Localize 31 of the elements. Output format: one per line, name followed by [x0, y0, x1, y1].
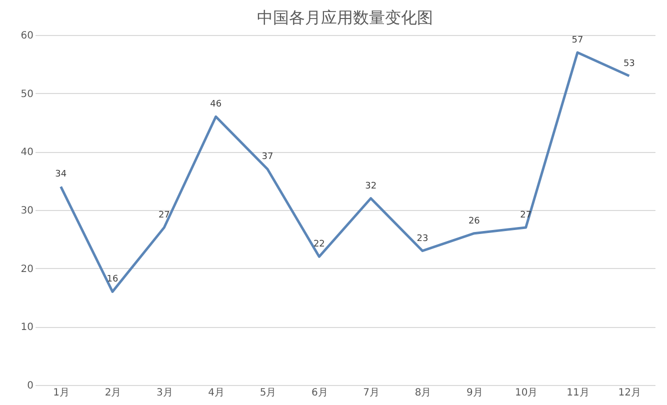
x-tick-label: 11月 — [566, 388, 590, 398]
data-label: 57 — [572, 36, 584, 46]
x-tick-label: 12月 — [618, 388, 642, 398]
data-label: 53 — [623, 58, 635, 69]
data-label: 34 — [55, 170, 67, 180]
x-tick-label: 9月 — [466, 388, 483, 398]
y-tick-label: 20 — [20, 264, 34, 275]
y-tick-label: 30 — [20, 206, 34, 216]
data-label: 37 — [262, 152, 274, 162]
data-label: 27 — [158, 210, 170, 220]
x-tick-label: 5月 — [260, 388, 276, 398]
chart-title: 中国各月应用数量变化图 — [257, 8, 433, 27]
x-tick-label: 10月 — [514, 388, 538, 398]
x-tick-label: 3月 — [156, 388, 173, 398]
data-label: 16 — [106, 274, 118, 285]
y-tick-label: 10 — [20, 322, 34, 334]
x-tick-label: 7月 — [363, 388, 380, 398]
y-tick-label: 60 — [20, 30, 34, 42]
x-tick-label: 4月 — [208, 388, 225, 398]
x-tick-label: 2月 — [104, 388, 122, 398]
data-label: 32 — [365, 181, 377, 192]
y-tick-label: 0 — [27, 380, 34, 392]
x-tick-label: 8月 — [414, 388, 432, 398]
data-label: 26 — [468, 216, 480, 226]
y-tick-label: 50 — [20, 88, 34, 100]
data-label: 46 — [210, 100, 222, 110]
y-tick-label: 40 — [20, 147, 34, 158]
data-label: 22 — [313, 240, 325, 250]
data-label: 23 — [416, 234, 428, 244]
x-tick-label: 6月 — [311, 388, 328, 398]
x-tick-label: 1月 — [53, 388, 70, 398]
